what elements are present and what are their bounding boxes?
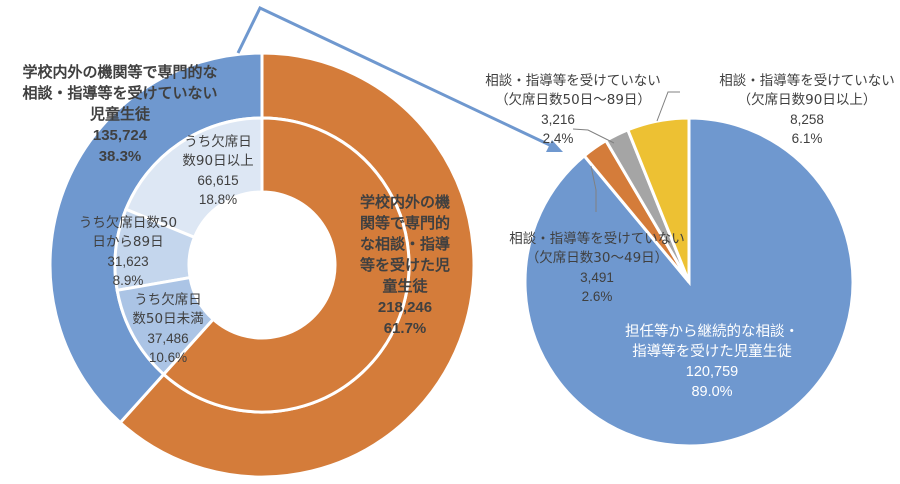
- label-line: （欠席日数30～49日）: [525, 250, 669, 266]
- percent: 6.1%: [791, 131, 823, 146]
- leader-line-30-49: [590, 165, 597, 212]
- label-line: 児童生徒: [89, 105, 150, 123]
- label-line: 童生徒: [382, 277, 428, 295]
- label-line: 相談・指導等を受けていない: [719, 73, 895, 89]
- label-main-received: 担任等から継続的な相談・ 指導等を受けた児童生徒 120,759 89.0%: [607, 322, 817, 402]
- label-line: 学校内外の機関等で専門的な: [22, 63, 218, 81]
- label-line: うち欠席日数50: [78, 215, 178, 231]
- left-donut-chart: [48, 51, 476, 479]
- label-line: 相談・指導等を受けていない: [485, 73, 661, 89]
- percent: 18.8%: [198, 192, 238, 207]
- label-not-received: 学校内外の機関等で専門的な 相談・指導等を受けていない 児童生徒 135,724…: [4, 62, 236, 167]
- percent: 2.4%: [542, 131, 574, 146]
- label-inner-under50: うち欠席日 数50日未満 37,486 10.6%: [122, 291, 214, 367]
- value: 31,623: [107, 254, 149, 269]
- value: 3,491: [580, 270, 614, 285]
- label-line: 指導等を受けた児童生徒: [632, 344, 792, 360]
- percent: 89.0%: [691, 384, 733, 400]
- label-line: な相談・指導: [359, 235, 450, 253]
- value: 66,615: [197, 173, 239, 188]
- leader-line-90plus: [656, 91, 680, 122]
- slice-inner-under50: [115, 275, 216, 377]
- percent: 2.6%: [581, 289, 613, 304]
- slice-90plus: [625, 116, 691, 283]
- slice-received-inner: [161, 116, 411, 414]
- value: 120,759: [685, 364, 739, 380]
- label-line: うち欠席日: [134, 292, 202, 308]
- label-line: 日から89日: [92, 234, 164, 250]
- label-line: 等を受けた児: [359, 256, 450, 274]
- percent: 10.6%: [148, 350, 188, 365]
- label-inner-90plus: うち欠席日 数90日以上 66,615 18.8%: [168, 133, 268, 209]
- label-received: 学校内外の機 関等で専門的 な相談・指導 等を受けた児 童生徒 218,246 …: [345, 192, 465, 339]
- label-line: うち欠席日: [184, 134, 252, 150]
- label-line: 担任等から継続的な相談・: [625, 324, 799, 340]
- label-inner-50-89: うち欠席日数50 日から89日 31,623 8.9%: [72, 214, 184, 290]
- label-line: 相談・指導等を受けていない: [509, 231, 685, 247]
- value: 3,216: [541, 112, 575, 127]
- value: 37,486: [147, 331, 189, 346]
- slice-inner-50-89: [113, 207, 197, 293]
- label-line: 数90日以上: [182, 153, 254, 169]
- value: 135,724: [92, 127, 148, 144]
- label-50-89: 相談・指導等を受けていない （欠席日数50日～89日） 3,216 2.4%: [478, 72, 668, 148]
- label-line: 関等で専門的: [359, 214, 450, 232]
- value: 218,246: [377, 299, 433, 316]
- label-line: （欠席日数90日以上）: [737, 92, 877, 108]
- value: 8,258: [790, 112, 824, 127]
- arrow-head-icon: [546, 140, 563, 152]
- slice-inner-90plus: [123, 116, 264, 240]
- label-line: 相談・指導等を受けていない: [22, 84, 218, 102]
- leader-line-50-89: [572, 128, 615, 144]
- label-line: 数50日未満: [132, 311, 204, 327]
- label-30-49: 相談・指導等を受けていない （欠席日数30～49日） 3,491 2.6%: [502, 230, 692, 306]
- leader-lines: [572, 91, 680, 212]
- percent: 61.7%: [383, 320, 427, 337]
- label-line: 学校内外の機: [359, 193, 450, 211]
- percent: 38.3%: [98, 148, 142, 165]
- label-90plus: 相談・指導等を受けていない （欠席日数90日以上） 8,258 6.1%: [712, 72, 900, 148]
- percent: 8.9%: [112, 273, 144, 288]
- connector-arrow: [236, 6, 563, 152]
- right-pie-chart: [523, 116, 855, 448]
- label-line: （欠席日数50日～89日）: [495, 92, 651, 108]
